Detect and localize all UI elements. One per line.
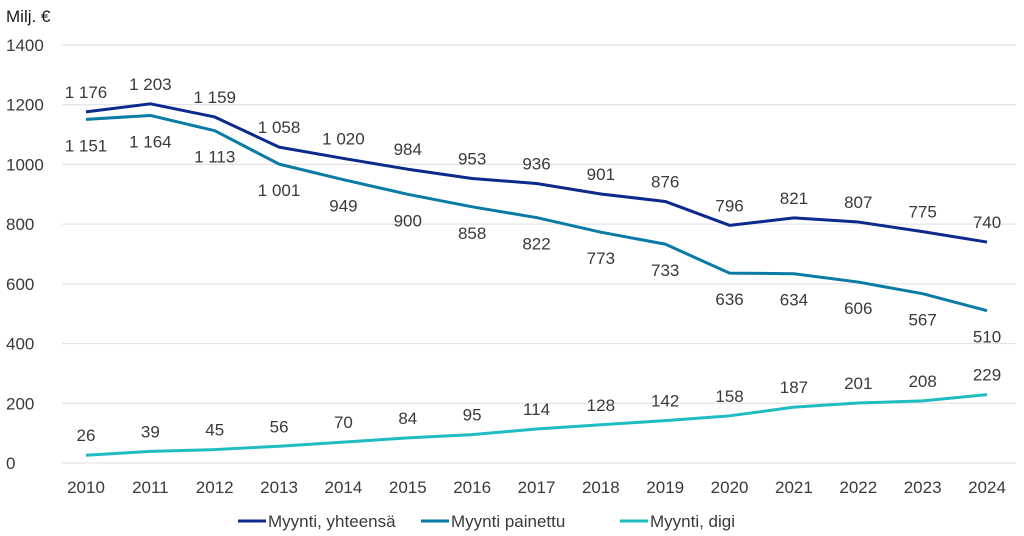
legend-label: Myynti, digi — [650, 512, 735, 531]
x-tick-label: 2020 — [711, 478, 749, 497]
x-tick-label: 2015 — [389, 478, 427, 497]
x-tick-label: 2016 — [453, 478, 491, 497]
data-label: 740 — [973, 213, 1001, 232]
x-tick-label: 2011 — [132, 478, 169, 497]
data-label: 1 058 — [258, 118, 301, 137]
data-label: 95 — [463, 406, 482, 425]
data-label: 822 — [522, 235, 550, 254]
y-tick-label: 0 — [6, 454, 15, 473]
x-tick-label: 2024 — [968, 478, 1006, 497]
data-label: 187 — [780, 378, 808, 397]
x-tick-label: 2021 — [775, 478, 813, 497]
data-label: 39 — [141, 422, 160, 441]
series-line — [85, 393, 988, 457]
data-label: 56 — [270, 417, 289, 436]
y-tick-label: 1400 — [6, 36, 44, 55]
x-tick-label: 2018 — [582, 478, 620, 497]
data-label: 1 113 — [194, 148, 235, 167]
data-label: 142 — [651, 392, 679, 411]
series-line — [85, 102, 988, 244]
legend-label: Myynti, yhteensä — [268, 512, 396, 531]
y-tick-label: 600 — [6, 275, 34, 294]
data-labels: 1 176 1 203 1 159 1 058 1 020 984 953 936 901 876… — [65, 75, 1001, 445]
data-label: 567 — [908, 311, 936, 330]
y-tick-label: 1000 — [6, 155, 44, 174]
data-label: 208 — [908, 372, 936, 391]
x-tick-label: 2013 — [260, 478, 298, 497]
data-label: 876 — [651, 172, 679, 191]
data-label: 807 — [844, 193, 872, 212]
data-label: 1 020 — [322, 129, 365, 148]
data-label: 733 — [651, 261, 679, 280]
data-label: 775 — [908, 203, 936, 222]
data-label: 1 001 — [258, 181, 301, 200]
data-label: 796 — [715, 196, 743, 215]
data-label: 949 — [329, 197, 357, 216]
gridlines — [62, 44, 1016, 464]
x-tick-label: 2012 — [196, 478, 234, 497]
y-tick-label: 400 — [6, 335, 34, 354]
legend-label: Myynti painettu — [451, 512, 565, 531]
data-label: 158 — [715, 387, 743, 406]
x-axis-ticks: 2010 2011 2012 2013 2014 2015 2016 2017 2018 2019… — [67, 478, 1006, 497]
y-tick-label: 200 — [6, 394, 34, 413]
y-tick-label: 800 — [6, 215, 34, 234]
data-label: 128 — [587, 396, 615, 415]
data-label: 984 — [394, 140, 422, 159]
x-tick-label: 2017 — [518, 478, 556, 497]
data-label: 634 — [780, 291, 808, 310]
data-label: 114 — [523, 400, 550, 419]
data-label: 900 — [394, 211, 422, 230]
data-label: 1 159 — [193, 88, 236, 107]
x-tick-label: 2014 — [325, 478, 363, 497]
x-tick-label: 2022 — [839, 478, 877, 497]
y-axis-unit-label: Milj. € — [6, 7, 51, 26]
data-label: 229 — [973, 366, 1001, 385]
series-line — [85, 113, 988, 313]
x-tick-label: 2023 — [904, 478, 942, 497]
data-label: 858 — [458, 224, 486, 243]
data-label: 636 — [715, 290, 743, 309]
y-tick-label: 1200 — [6, 96, 44, 115]
data-label: 606 — [844, 299, 872, 318]
x-tick-label: 2019 — [646, 478, 684, 497]
data-label: 26 — [77, 426, 96, 445]
data-label: 84 — [398, 409, 417, 428]
data-label: 510 — [973, 328, 1001, 347]
legend: Myynti, yhteensä Myynti painettu Myynti, d… — [238, 512, 735, 531]
data-label: 70 — [334, 413, 353, 432]
data-label: 1 164 — [129, 132, 172, 151]
data-label: 821 — [780, 189, 808, 208]
data-label: 1 151 — [65, 136, 108, 155]
data-label: 773 — [587, 249, 615, 268]
data-label: 953 — [458, 149, 486, 168]
data-label: 201 — [844, 374, 872, 393]
data-label: 1 176 — [65, 83, 108, 102]
series-lines — [85, 102, 988, 457]
y-axis-ticks: 0 200 400 600 800 1000 1200 1400 — [6, 36, 44, 473]
data-label: 901 — [587, 165, 615, 184]
data-label: 936 — [522, 155, 550, 174]
x-tick-label: 2010 — [67, 478, 105, 497]
data-label: 45 — [205, 421, 224, 440]
data-label: 1 203 — [129, 75, 172, 94]
